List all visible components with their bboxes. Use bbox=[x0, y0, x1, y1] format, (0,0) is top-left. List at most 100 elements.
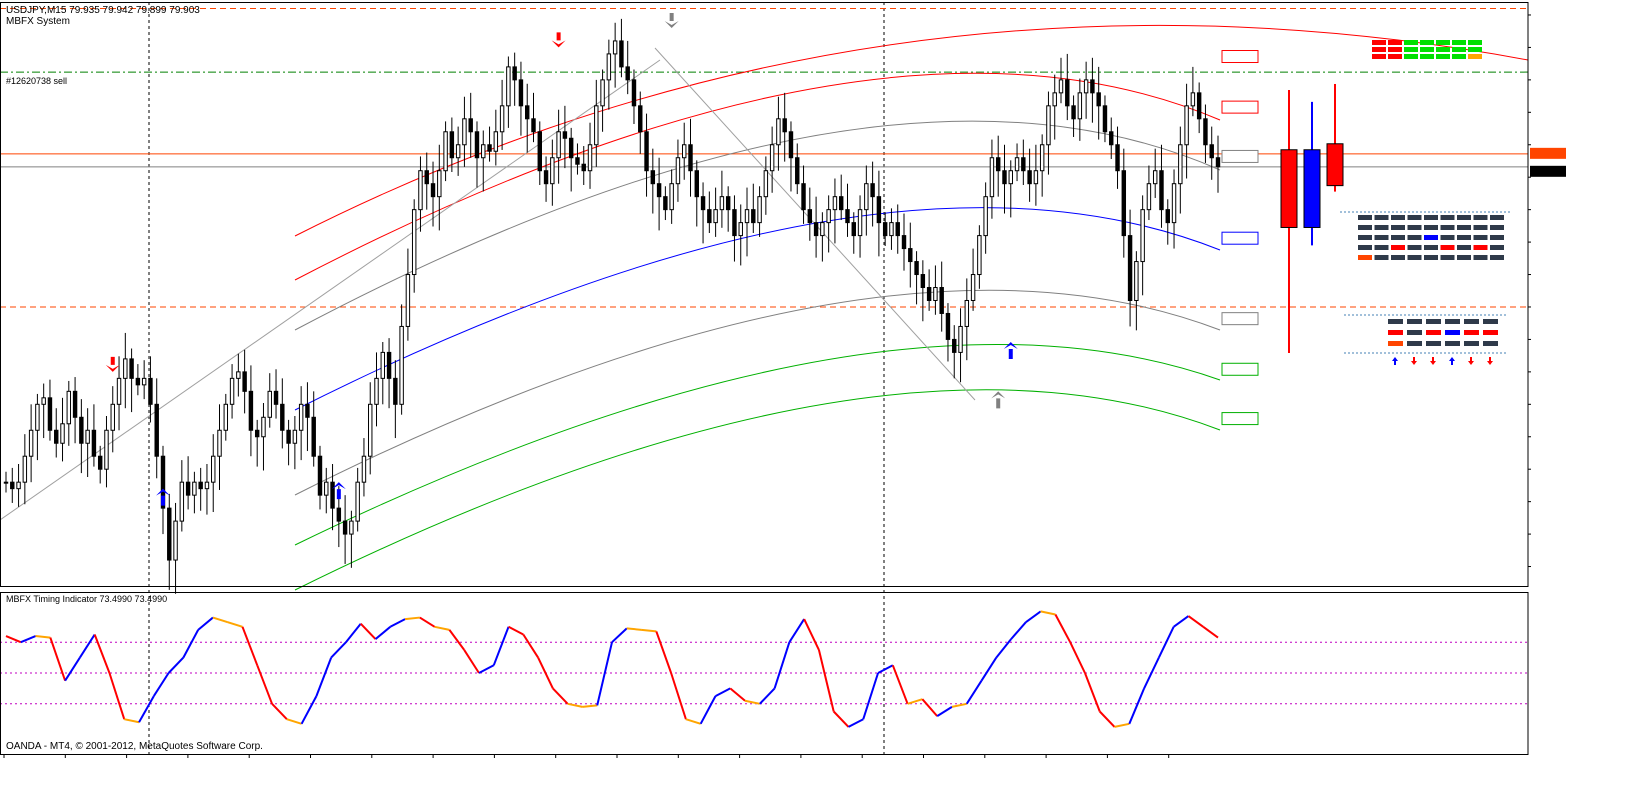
timing-line-segment bbox=[49, 637, 67, 682]
candle-body bbox=[116, 377, 122, 405]
timing-line-segment bbox=[478, 664, 495, 674]
info-signal-cell bbox=[1372, 47, 1386, 52]
signal-arrow-down bbox=[664, 12, 679, 28]
stoch-arrow-up bbox=[1449, 357, 1455, 365]
upper-band-inner bbox=[294, 72, 1221, 281]
timing-line-segment bbox=[537, 657, 554, 689]
rsi-cell bbox=[1440, 225, 1455, 230]
candle-body bbox=[1215, 157, 1221, 168]
candle-body bbox=[342, 520, 348, 535]
candle-body bbox=[141, 377, 147, 386]
timing-line-segment bbox=[448, 629, 465, 651]
timing-line-segment bbox=[1143, 657, 1160, 689]
candle-body bbox=[550, 157, 555, 185]
mid-band-lower bbox=[294, 289, 1221, 496]
timing-line-segment bbox=[655, 631, 673, 674]
timing-line-segment bbox=[1040, 610, 1056, 616]
current-price-box bbox=[1530, 165, 1566, 177]
rsi-cell bbox=[1407, 235, 1422, 240]
rsi-cell bbox=[1358, 245, 1372, 250]
timing-line-segment bbox=[271, 703, 288, 720]
candle-body bbox=[204, 481, 210, 490]
copyright-text: OANDA - MT4, © 2001-2012, MetaQuotes Sof… bbox=[6, 741, 263, 752]
candle-body bbox=[1109, 131, 1114, 146]
stoch-panel bbox=[1344, 314, 1508, 365]
stoch-cell bbox=[1464, 330, 1479, 335]
rsi-cell bbox=[1391, 235, 1405, 240]
timing-line-segment bbox=[389, 618, 406, 628]
candle-body bbox=[857, 209, 863, 237]
timing-plot-frame bbox=[0, 592, 1529, 755]
candle-body bbox=[368, 403, 373, 457]
candle-body bbox=[474, 131, 480, 159]
info-signal-cell bbox=[1372, 54, 1386, 59]
grid-layer bbox=[148, 2, 885, 754]
signal-arrow-up bbox=[991, 391, 1006, 409]
candle-body bbox=[129, 358, 134, 379]
rsi-cell bbox=[1424, 235, 1438, 240]
trend-line-up bbox=[0, 59, 661, 521]
timing-line-segment bbox=[79, 633, 96, 659]
candle-body bbox=[631, 79, 637, 107]
timing-line-segment bbox=[434, 625, 450, 631]
candle-body bbox=[28, 429, 34, 457]
info-signal-cell bbox=[1420, 47, 1434, 52]
timing-line-segment bbox=[508, 625, 524, 636]
candle-body bbox=[681, 144, 687, 159]
candle-body bbox=[744, 209, 750, 224]
candle-body bbox=[3, 481, 9, 484]
timing-line-segment bbox=[951, 702, 967, 708]
rsi-cell bbox=[1391, 215, 1405, 220]
stoch-cell bbox=[1483, 330, 1498, 335]
candle-body bbox=[656, 183, 662, 198]
stoch-cell bbox=[1445, 319, 1460, 324]
candle-body bbox=[537, 131, 543, 172]
level-label-box bbox=[1221, 412, 1259, 426]
candle-body bbox=[393, 377, 398, 405]
info-signal-cell bbox=[1404, 40, 1418, 45]
timing-line-segment bbox=[256, 664, 273, 705]
candle-body bbox=[901, 235, 907, 250]
timing-line-segment bbox=[5, 635, 22, 644]
rsi-cell bbox=[1407, 255, 1422, 260]
tf-candle-body bbox=[1326, 143, 1344, 187]
stoch-cell bbox=[1426, 330, 1441, 335]
timing-line-segment bbox=[197, 616, 214, 631]
candle-body bbox=[644, 131, 649, 172]
candle-body bbox=[148, 377, 153, 405]
rsi-cell bbox=[1424, 245, 1438, 250]
rsi-cell bbox=[1374, 225, 1389, 230]
candle-body bbox=[298, 403, 304, 431]
candle-body bbox=[1077, 92, 1083, 120]
candle-body bbox=[1071, 105, 1076, 120]
timing-line-segment bbox=[803, 618, 820, 651]
candle-body bbox=[418, 170, 423, 211]
timing-line-segment bbox=[877, 664, 894, 674]
timing-line-segment bbox=[20, 635, 36, 644]
candle-body bbox=[1127, 235, 1133, 301]
rsi-cell bbox=[1473, 225, 1488, 230]
stoch-cell bbox=[1388, 319, 1403, 324]
timing-line-segment bbox=[463, 649, 480, 674]
rsi-cell bbox=[1391, 245, 1405, 250]
stoch-cell bbox=[1464, 319, 1479, 324]
candle-body bbox=[104, 429, 109, 470]
candle-body bbox=[493, 131, 499, 152]
level-label-box bbox=[1221, 50, 1259, 64]
rsi-cell bbox=[1457, 255, 1471, 260]
candle-body bbox=[876, 196, 882, 224]
candle-body bbox=[248, 390, 254, 431]
candle-body bbox=[35, 403, 40, 431]
stoch-cell bbox=[1426, 319, 1441, 324]
candle-body bbox=[223, 403, 229, 431]
timing-line-segment bbox=[1099, 710, 1116, 728]
info-signal-cell bbox=[1452, 40, 1466, 45]
rsi-cell bbox=[1358, 215, 1372, 220]
timing-line-segment bbox=[596, 641, 613, 706]
candle-body bbox=[939, 287, 944, 314]
timing-line-segment bbox=[167, 656, 185, 674]
candle-body bbox=[952, 338, 957, 353]
candle-body bbox=[236, 371, 241, 379]
candle-body bbox=[449, 131, 455, 159]
rsi-cell bbox=[1374, 235, 1389, 240]
